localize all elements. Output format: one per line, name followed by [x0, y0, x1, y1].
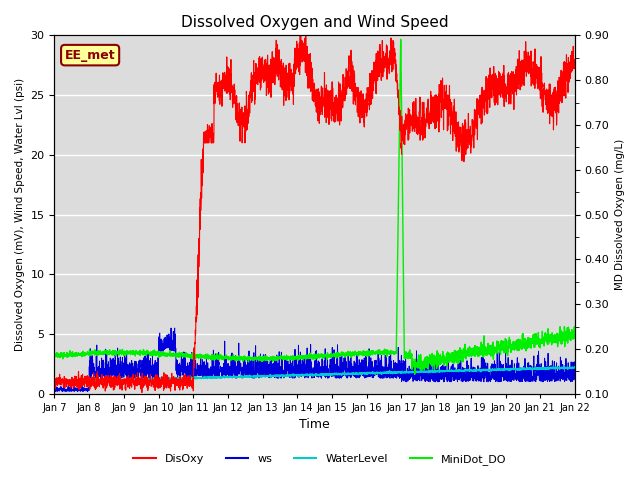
- Title: Dissolved Oxygen and Wind Speed: Dissolved Oxygen and Wind Speed: [181, 15, 449, 30]
- Text: EE_met: EE_met: [65, 48, 115, 61]
- X-axis label: Time: Time: [300, 419, 330, 432]
- Legend: DisOxy, ws, WaterLevel, MiniDot_DO: DisOxy, ws, WaterLevel, MiniDot_DO: [129, 450, 511, 469]
- Y-axis label: Dissolved Oxygen (mV), Wind Speed, Water Lvl (psi): Dissolved Oxygen (mV), Wind Speed, Water…: [15, 78, 25, 351]
- Y-axis label: MD Dissolved Oxygen (mg/L): MD Dissolved Oxygen (mg/L): [615, 139, 625, 290]
